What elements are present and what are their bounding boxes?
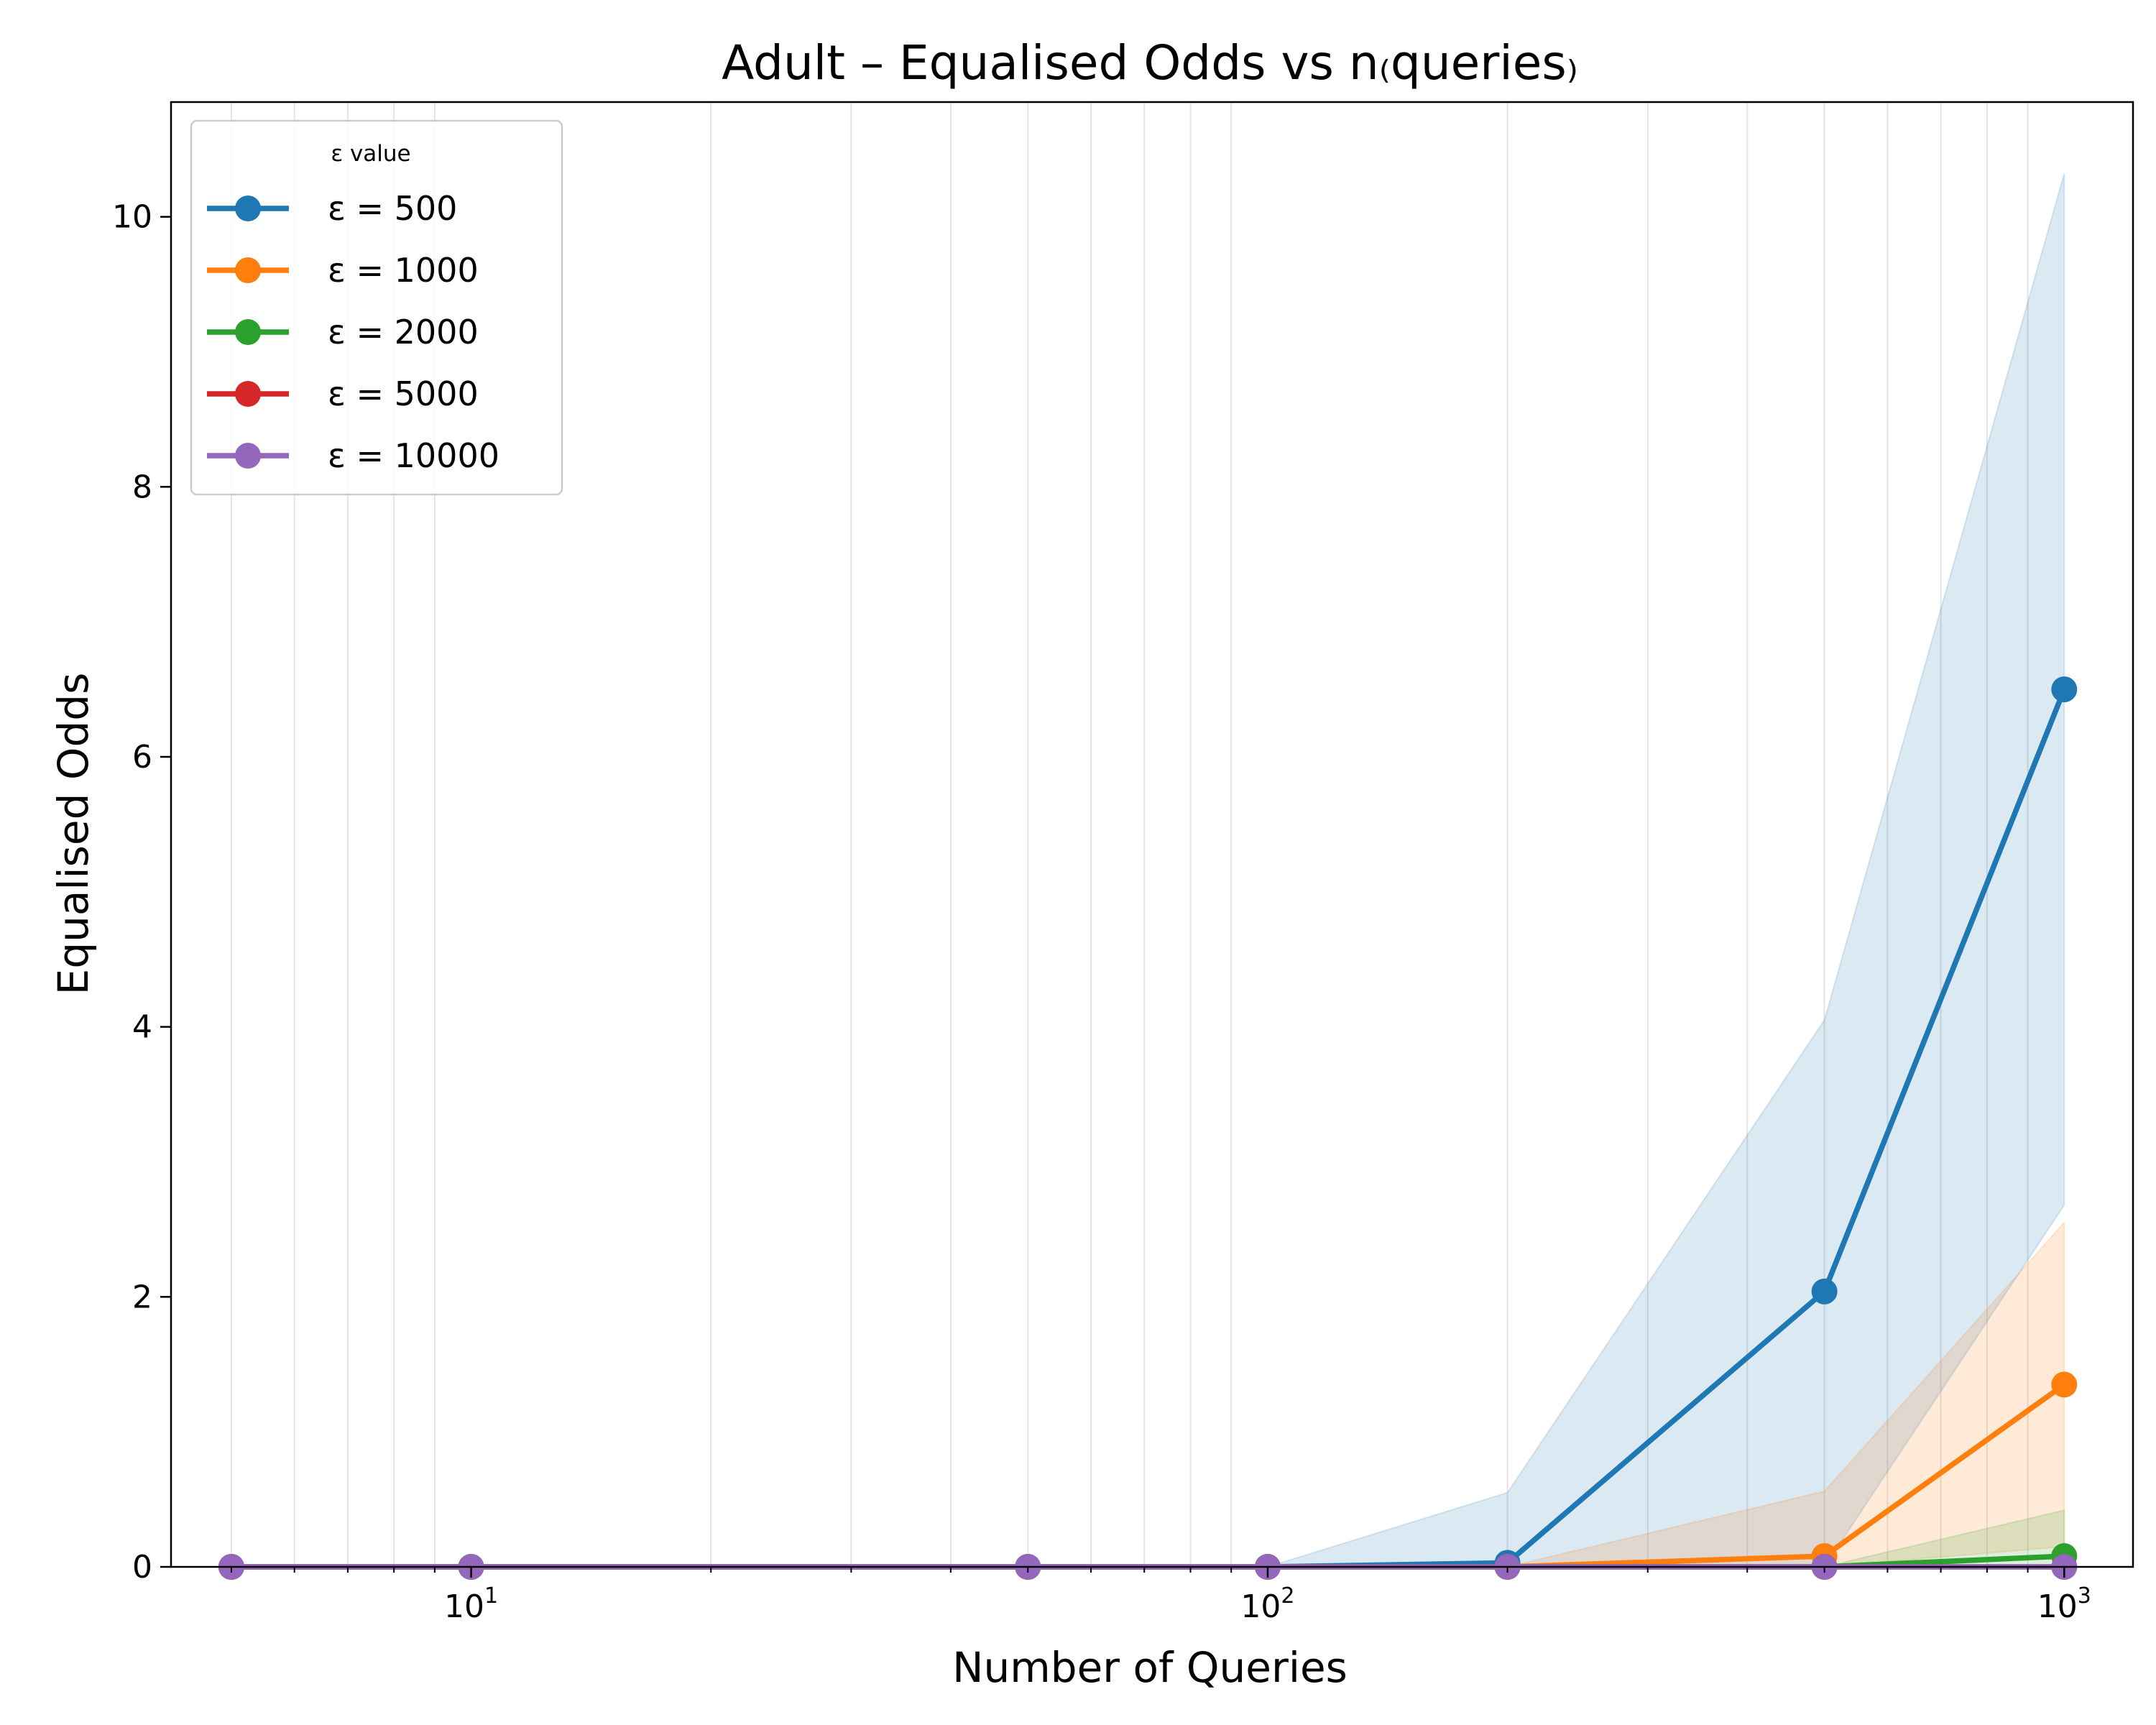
y-axis-label: Equalised Odds bbox=[49, 673, 98, 995]
grid-layer bbox=[230, 102, 2029, 1567]
legend-item: ε = 2000 bbox=[207, 313, 479, 351]
y-tick-label: 10 bbox=[112, 199, 152, 236]
y-tick-label: 4 bbox=[132, 1009, 152, 1046]
legend-item: ε = 5000 bbox=[207, 374, 479, 413]
y-tick-label: 6 bbox=[132, 739, 152, 776]
legend: ε value ε = 500 ε = 1000 ε = 2000 ε = 5000 ε … bbox=[190, 119, 563, 496]
data-point bbox=[2051, 676, 2078, 703]
data-point bbox=[1811, 1278, 1838, 1305]
legend-marker bbox=[235, 257, 261, 283]
legend-item: ε = 1000 bbox=[207, 251, 479, 290]
x-tick-label: 101 bbox=[444, 1583, 498, 1625]
x-axis-label: Number of Queries bbox=[952, 1643, 1348, 1692]
x-tick-label: 103 bbox=[2037, 1583, 2091, 1625]
legend-marker bbox=[235, 381, 261, 407]
legend-label: ε = 500 bbox=[328, 189, 457, 228]
legend-marker bbox=[235, 196, 261, 221]
legend-marker bbox=[235, 443, 261, 469]
legend-label: ε = 1000 bbox=[328, 251, 479, 290]
x-tick-label: 102 bbox=[1240, 1583, 1294, 1625]
legend-title: ε value bbox=[331, 141, 410, 167]
y-tick-label: 8 bbox=[132, 469, 152, 505]
plot-frame bbox=[170, 101, 2134, 1568]
y-tick-label: 0 bbox=[132, 1549, 152, 1586]
legend-item: ε = 500 bbox=[207, 189, 457, 228]
data-point bbox=[2051, 1371, 2078, 1398]
chart-title: Adult – Equalised Odds vs n₍queries₎ bbox=[722, 35, 1578, 91]
axes-layer: 101 102 103 0 2 4 6 8 10 bbox=[112, 101, 2134, 1625]
y-tick-label: 2 bbox=[132, 1279, 152, 1315]
legend-label: ε = 2000 bbox=[328, 313, 479, 351]
legend-label: ε = 10000 bbox=[328, 436, 499, 475]
legend-label: ε = 5000 bbox=[328, 374, 479, 413]
legend-box bbox=[190, 119, 563, 496]
legend-marker bbox=[235, 319, 261, 345]
legend-item: ε = 10000 bbox=[207, 436, 499, 475]
